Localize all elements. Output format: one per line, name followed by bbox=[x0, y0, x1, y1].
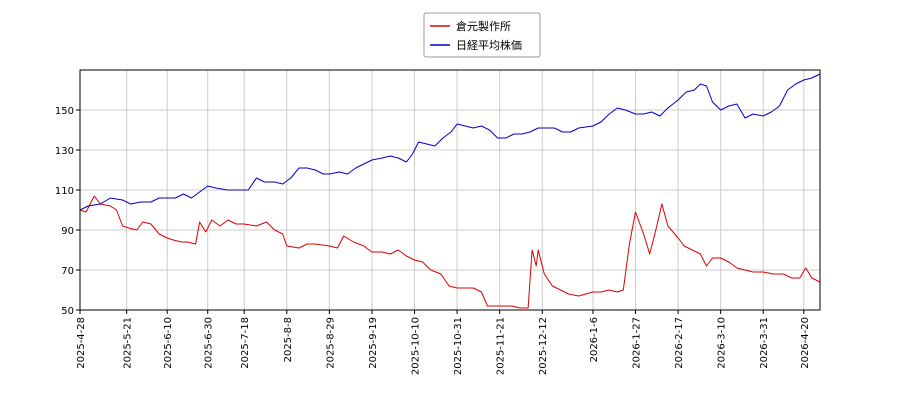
x-tick-label: 2026-4-20 bbox=[800, 317, 811, 369]
series-line-1 bbox=[79, 195, 821, 309]
y-tick-label: 90 bbox=[61, 226, 74, 237]
y-tick-label: 130 bbox=[55, 146, 74, 157]
x-tick-label: 2025-10-10 bbox=[411, 317, 422, 375]
series-layer bbox=[79, 73, 821, 309]
legend-entry-label: 日経平均株価 bbox=[456, 38, 522, 52]
x-tick-label: 2025-7-18 bbox=[240, 317, 251, 369]
y-tick-label: 110 bbox=[55, 186, 74, 197]
x-tick-label: 2025-5-21 bbox=[123, 317, 134, 369]
x-tick-label: 2025-6-30 bbox=[204, 317, 215, 369]
x-tick-label: 2025-8-29 bbox=[325, 317, 336, 369]
x-tick-label: 2025-10-31 bbox=[453, 317, 464, 375]
x-tick-label: 2025-12-12 bbox=[538, 317, 549, 375]
x-tick-label: 2026-3-31 bbox=[759, 317, 770, 369]
series-line-2 bbox=[79, 73, 821, 211]
y-tick-label: 150 bbox=[55, 106, 74, 117]
grid bbox=[79, 70, 820, 311]
x-tick-label: 2026-2-17 bbox=[674, 317, 685, 369]
legend-box bbox=[423, 12, 541, 58]
x-tick-label: 2026-1-6 bbox=[589, 317, 600, 362]
x-tick-label: 2025-11-21 bbox=[496, 317, 507, 375]
y-tick-label: 70 bbox=[61, 266, 74, 277]
y-tick-label: 50 bbox=[61, 306, 74, 317]
axes: 50 70 90 110 130 150 2025-4-28 2025-5-21 2025-6-… bbox=[55, 106, 811, 375]
x-tick-label: 2026-3-10 bbox=[717, 317, 728, 369]
x-tick-label: 2025-8-8 bbox=[283, 317, 294, 362]
legend-entry-label: 倉元製作所 bbox=[456, 19, 511, 33]
x-tick-label: 2025-9-19 bbox=[368, 317, 379, 369]
x-tick-label: 2026-1-27 bbox=[632, 317, 643, 369]
x-tick-label: 2025-4-28 bbox=[76, 317, 87, 369]
x-tick-label: 2025-6-10 bbox=[163, 317, 174, 369]
